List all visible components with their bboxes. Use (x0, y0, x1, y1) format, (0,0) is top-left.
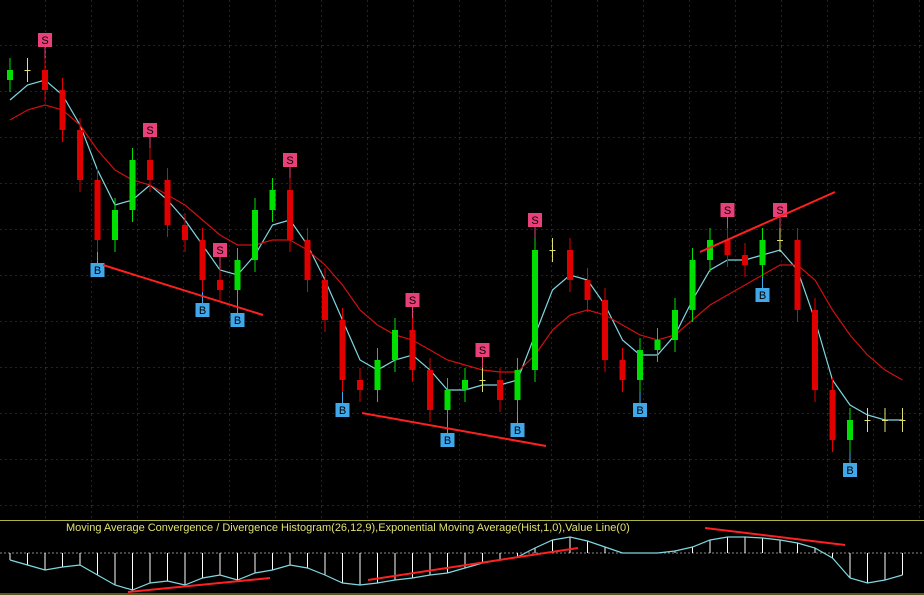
candle-body (899, 420, 906, 421)
signal-box (335, 403, 350, 417)
candle-body (479, 380, 486, 381)
signal-label: S (724, 205, 731, 217)
candle-body (322, 280, 328, 320)
signal-box (143, 123, 157, 137)
signal-label: B (199, 305, 206, 317)
candle-body (287, 190, 293, 240)
candle-body (164, 180, 171, 225)
candle-body (217, 280, 223, 290)
candle-body (882, 420, 888, 421)
candle-body (409, 330, 416, 370)
signal-box (405, 293, 420, 307)
macd-title: Moving Average Convergence / Divergence … (66, 522, 630, 534)
candle-body (339, 320, 346, 380)
candle-body (549, 250, 556, 251)
candle-body (252, 210, 258, 260)
candle-body (864, 420, 871, 421)
candle-body (59, 90, 66, 130)
signal-label: S (776, 205, 783, 217)
candle-body (689, 260, 696, 310)
candle-body (584, 280, 591, 300)
candle-body (812, 310, 818, 390)
signal-box (213, 243, 227, 257)
signal-label: B (846, 465, 853, 477)
signal-box (195, 303, 210, 317)
histogram-line (9, 536, 903, 591)
grid (0, 0, 924, 520)
signal-box (38, 33, 52, 47)
candle-body (129, 160, 136, 210)
candle-body (707, 240, 713, 260)
candle-body (672, 310, 678, 340)
signal-label: B (514, 425, 521, 437)
candle-body (392, 330, 398, 360)
candle-body (497, 380, 503, 400)
candle-body (514, 370, 521, 400)
signal-label: B (94, 265, 101, 277)
signal-box (755, 288, 770, 302)
signal-label: B (636, 405, 643, 417)
candle-body (182, 225, 188, 240)
signal-label: S (479, 345, 486, 357)
signal-label: S (531, 215, 538, 227)
candle-body (357, 380, 363, 390)
signal-box (283, 153, 297, 167)
signal-box (230, 313, 245, 327)
candle-body (7, 70, 13, 80)
candle-body (462, 380, 468, 390)
signal-label: S (409, 295, 416, 307)
candle-body (829, 390, 836, 440)
candle-body (637, 350, 643, 380)
signal-label: S (146, 125, 153, 137)
candle-body (269, 190, 276, 210)
signal-box (475, 343, 490, 357)
candle-body (794, 240, 801, 310)
signal-box (773, 203, 787, 217)
signal-label: B (339, 405, 346, 417)
signal-box (528, 213, 542, 227)
signal-box (843, 463, 857, 477)
candle-body (444, 390, 451, 410)
candle-body (759, 240, 766, 265)
moving-average (9, 79, 903, 421)
signal-box (633, 403, 647, 417)
candle-body (602, 300, 608, 360)
candle-body (94, 180, 101, 240)
candle-body (199, 240, 206, 280)
candle-body (724, 240, 731, 255)
candle-body (742, 255, 748, 265)
trend-lines (102, 191, 846, 593)
candle-body (847, 420, 853, 440)
candle-body (147, 160, 153, 180)
signal-label: B (444, 435, 451, 447)
candle-body (112, 210, 118, 240)
candle-body (42, 70, 48, 90)
candle-body (304, 240, 311, 280)
signal-label: S (41, 35, 48, 47)
candle-body (24, 70, 31, 71)
candle-body (427, 370, 433, 410)
signal-label: B (759, 290, 766, 302)
candle-body (777, 240, 783, 241)
candle-body (619, 360, 626, 380)
signal-box (510, 423, 525, 437)
signal-label: S (286, 155, 293, 167)
signal-label: S (216, 245, 223, 257)
candle-body (654, 340, 661, 350)
candle-body (77, 130, 83, 180)
signal-box (90, 263, 105, 277)
signal-box (720, 203, 735, 217)
candle-body (374, 360, 381, 390)
signal-label: B (234, 315, 241, 327)
candle-body (532, 250, 538, 370)
signal-box (440, 433, 455, 447)
candle-body (234, 260, 241, 290)
moving-average (9, 104, 903, 381)
candle-body (567, 250, 573, 280)
